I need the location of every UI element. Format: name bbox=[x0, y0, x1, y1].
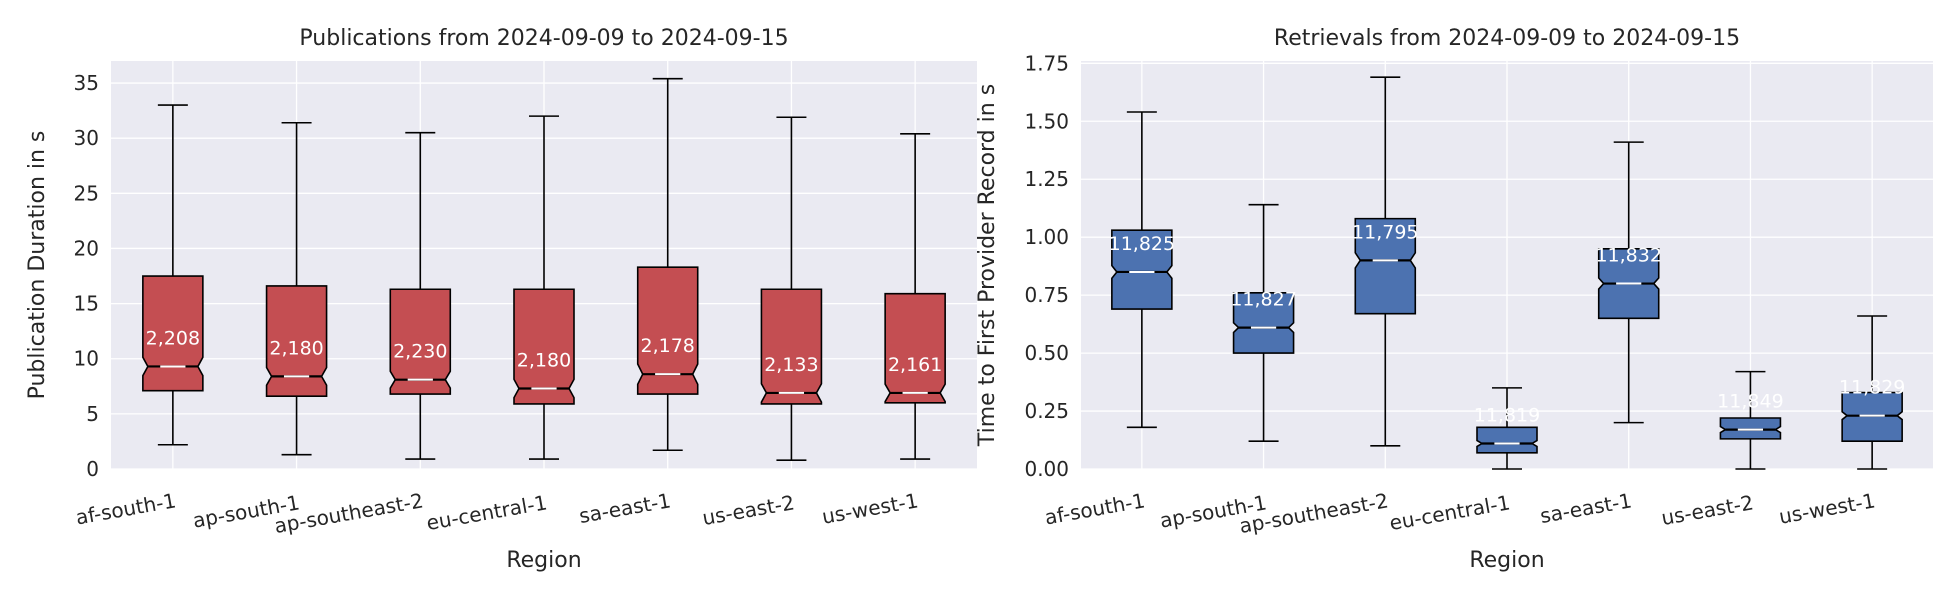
box-body bbox=[389, 288, 452, 395]
box-us-east-2: 11,849 bbox=[1717, 370, 1784, 470]
count-label: 11,825 bbox=[1109, 233, 1175, 255]
y-axis-label: Publication Duration in s bbox=[25, 131, 50, 400]
y-tick-label: 1.75 bbox=[1024, 51, 1069, 75]
y-tick-label: 0.25 bbox=[1024, 399, 1069, 423]
count-label: 11,819 bbox=[1474, 405, 1540, 427]
count-label: 11,795 bbox=[1352, 221, 1418, 243]
box-sa-east-1: 11,832 bbox=[1595, 141, 1662, 424]
y-ticks: 0 5 10 15 20 25 30 35 bbox=[74, 71, 99, 481]
boxes: 2,208 2,180 2,230 2,180 2,178 2,133 2,161 bbox=[142, 77, 946, 461]
y-tick-label: 0 bbox=[86, 457, 99, 481]
box-body bbox=[1476, 426, 1538, 454]
box-body bbox=[1354, 217, 1417, 315]
box-body bbox=[1719, 417, 1782, 440]
box-ap-south-1: 11,827 bbox=[1230, 203, 1297, 442]
x-tick-label: af-south-1 bbox=[1043, 488, 1147, 529]
box-us-west-1: 2,161 bbox=[884, 132, 946, 460]
box-ap-southeast-2: 2,230 bbox=[389, 131, 452, 460]
y-tick-label: 1.00 bbox=[1024, 225, 1069, 249]
box-body bbox=[513, 288, 575, 405]
y-tick-label: 0.50 bbox=[1024, 341, 1069, 365]
y-tick-label: 15 bbox=[74, 292, 99, 316]
y-ticks: 0.00 0.25 0.50 0.75 1.00 1.25 1.50 1.75 bbox=[1024, 51, 1069, 481]
count-label: 11,832 bbox=[1595, 245, 1661, 267]
box-body bbox=[1232, 292, 1295, 354]
box-body bbox=[884, 292, 946, 404]
retrievals-chart: 11,825 11,827 11,795 11,819 11,832 11,849 11,8… bbox=[975, 26, 1933, 573]
box-body bbox=[1841, 391, 1903, 442]
count-label: 2,161 bbox=[888, 354, 942, 376]
x-tick-label: af-south-1 bbox=[74, 488, 178, 529]
count-label: 11,827 bbox=[1230, 289, 1296, 311]
x-axis-label: Region bbox=[1469, 548, 1544, 573]
box-ap-south-1: 2,180 bbox=[265, 121, 328, 456]
x-tick-label: sa-east-1 bbox=[577, 488, 672, 528]
count-label: 2,180 bbox=[517, 350, 571, 372]
box-us-west-1: 11,829 bbox=[1839, 315, 1905, 470]
publications-chart: 2,208 2,180 2,230 2,180 2,178 2,133 2,161 0 5 10… bbox=[25, 26, 977, 573]
chart-title: Publications from 2024-09-09 to 2024-09-… bbox=[299, 26, 788, 51]
count-label: 2,230 bbox=[393, 341, 447, 363]
count-label: 2,180 bbox=[269, 337, 323, 359]
count-label: 11,829 bbox=[1839, 377, 1905, 399]
x-tick-label: eu-central-1 bbox=[1388, 490, 1512, 535]
x-tick-label: us-west-1 bbox=[820, 488, 920, 529]
count-label: 2,133 bbox=[764, 354, 818, 376]
box-af-south-1: 11,825 bbox=[1109, 111, 1175, 429]
y-tick-label: 0.75 bbox=[1024, 283, 1069, 307]
y-tick-label: 1.25 bbox=[1024, 167, 1069, 191]
y-tick-label: 1.50 bbox=[1024, 109, 1069, 133]
box-body bbox=[142, 275, 204, 392]
box-af-south-1: 2,208 bbox=[142, 104, 204, 446]
box-eu-central-1: 2,180 bbox=[513, 115, 575, 460]
count-label: 11,849 bbox=[1717, 391, 1783, 413]
x-tick-label: us-east-2 bbox=[700, 490, 796, 530]
y-tick-label: 35 bbox=[74, 71, 99, 95]
count-label: 2,178 bbox=[641, 335, 695, 357]
x-tick-label: us-east-2 bbox=[1659, 490, 1755, 530]
box-sa-east-1: 2,178 bbox=[636, 77, 699, 452]
box-body bbox=[636, 266, 699, 395]
box-body bbox=[265, 285, 328, 398]
chart-title: Retrievals from 2024-09-09 to 2024-09-15 bbox=[1274, 26, 1740, 51]
y-tick-label: 0.00 bbox=[1024, 457, 1069, 481]
y-tick-label: 10 bbox=[74, 347, 99, 371]
x-axis-label: Region bbox=[506, 548, 581, 573]
y-tick-label: 20 bbox=[74, 236, 99, 260]
box-us-east-2: 2,133 bbox=[760, 116, 823, 461]
box-body bbox=[1111, 229, 1173, 310]
box-body bbox=[760, 288, 823, 405]
y-tick-label: 30 bbox=[74, 126, 99, 150]
box-eu-central-1: 11,819 bbox=[1474, 387, 1540, 470]
count-label: 2,208 bbox=[146, 327, 200, 349]
x-tick-label: sa-east-1 bbox=[1538, 488, 1633, 528]
y-tick-label: 25 bbox=[74, 181, 99, 205]
box-ap-southeast-2: 11,795 bbox=[1352, 76, 1419, 447]
x-tick-label: eu-central-1 bbox=[425, 490, 549, 535]
x-tick-label: us-west-1 bbox=[1777, 488, 1877, 529]
y-tick-label: 5 bbox=[86, 402, 99, 426]
boxes: 11,825 11,827 11,795 11,819 11,832 11,849 11,8… bbox=[1109, 76, 1905, 470]
y-axis-label: Time to First Provider Record in s bbox=[975, 84, 1000, 447]
